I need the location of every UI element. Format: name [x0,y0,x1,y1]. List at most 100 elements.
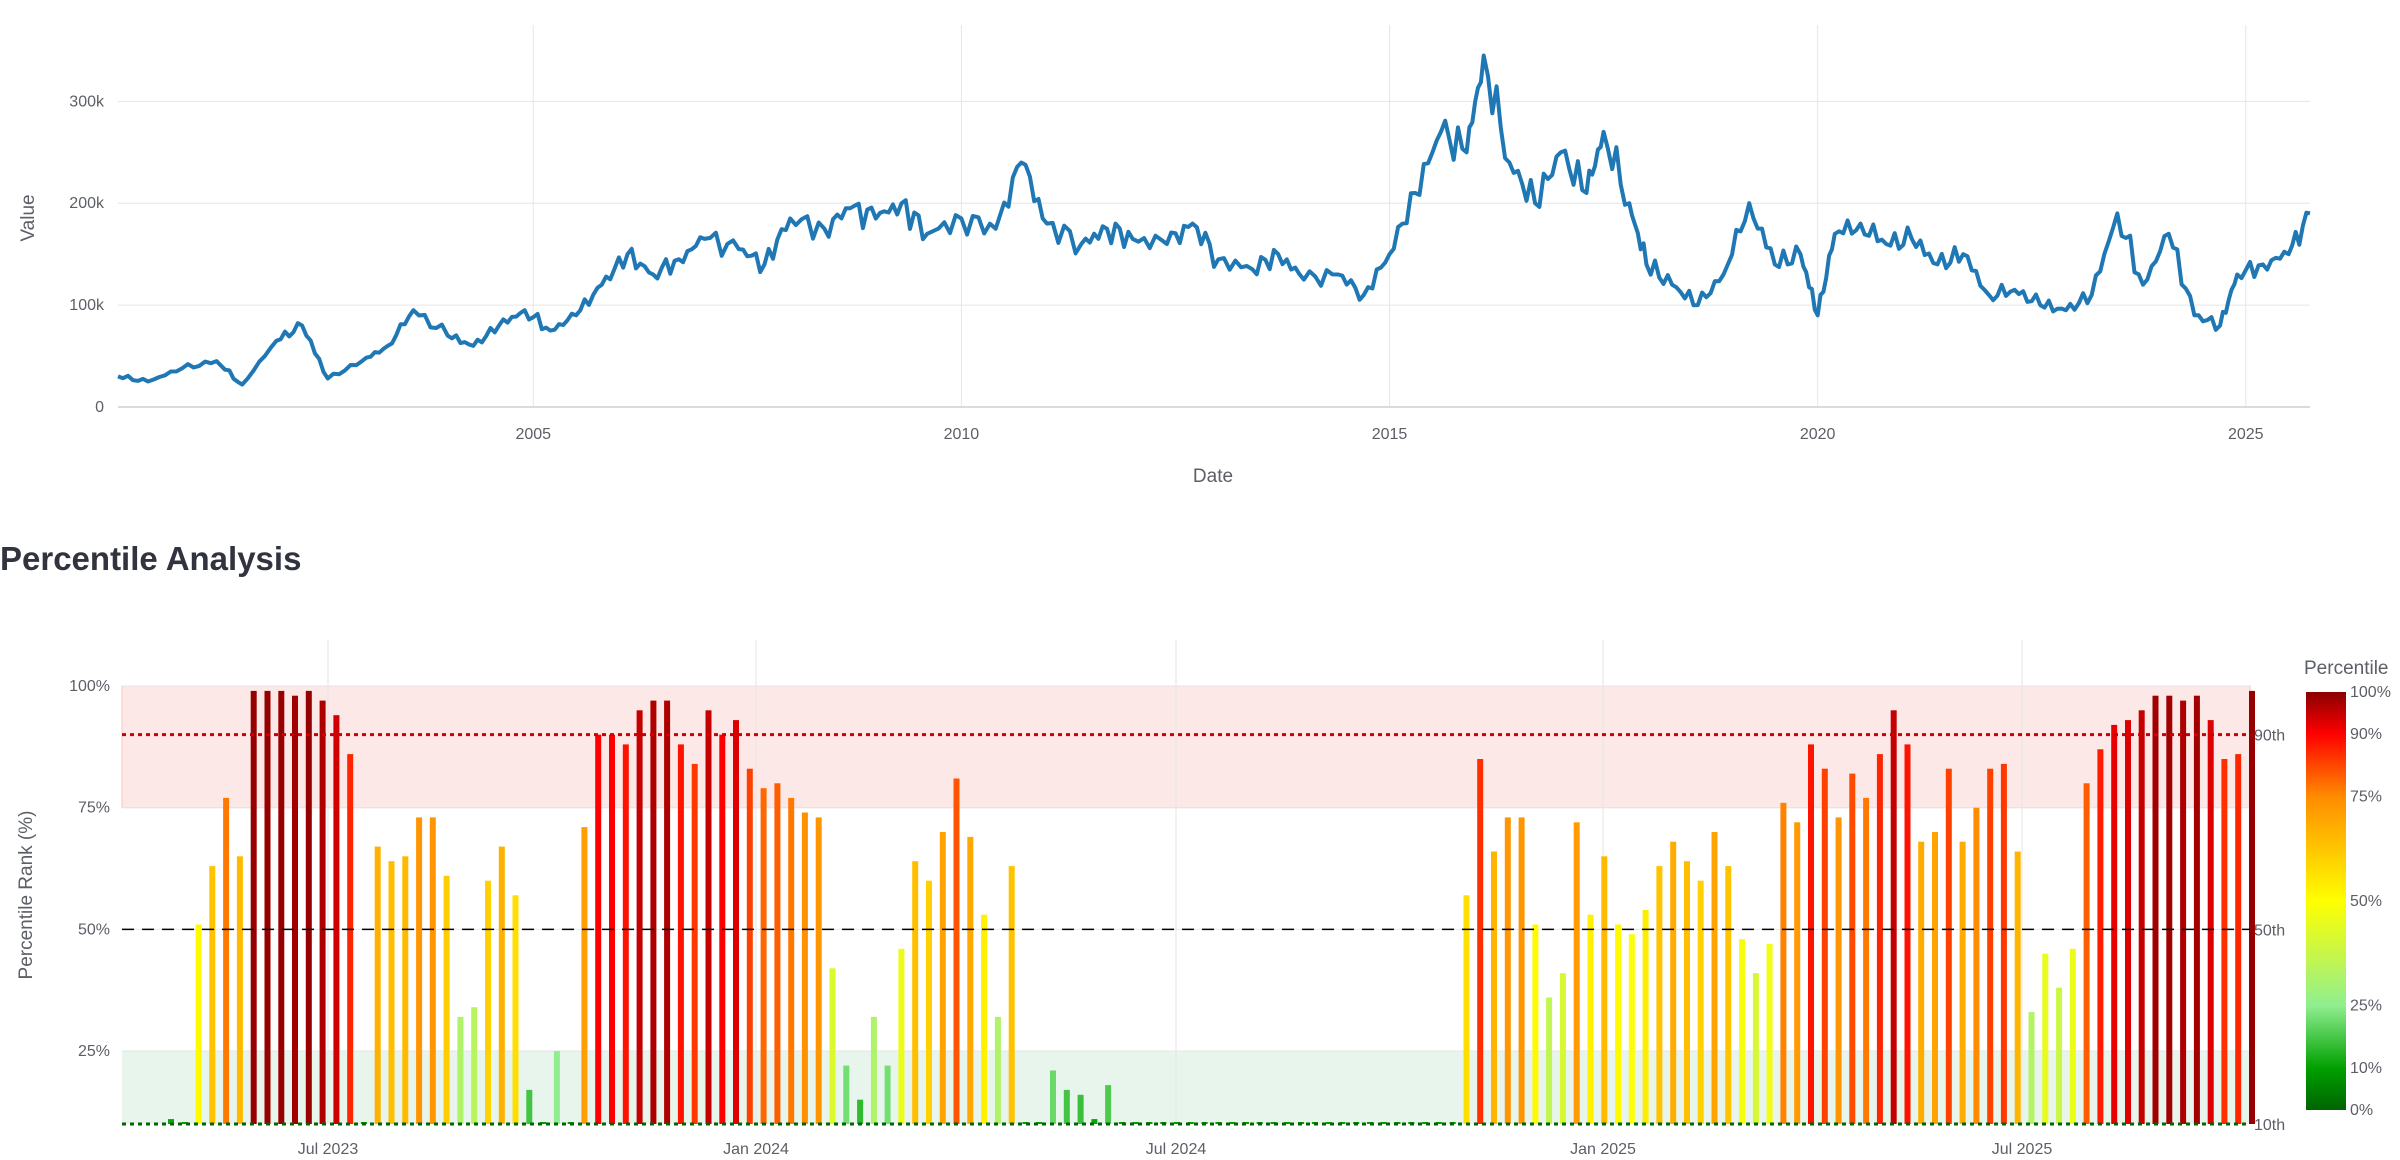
percentile-bar [1904,744,1911,1124]
percentile-bar [953,778,960,1124]
percentile-bar [1229,1122,1236,1124]
percentile-bar [1642,909,1649,1124]
percentile-bar [636,710,643,1124]
percentile-bar [1077,1094,1084,1124]
percentile-bar [168,1119,174,1124]
percentile-bar [1339,1122,1346,1124]
percentile-bar [926,880,932,1124]
percentile-bar [2056,987,2063,1124]
percentile-y-ticks: 25% 50% 75% 100% [69,678,110,1060]
threshold-label: 10th [2254,1117,2285,1134]
colorbar-tick-label: 90% [2350,726,2382,743]
percentile-bar [1780,802,1787,1124]
percentile-bar [292,695,298,1124]
percentile-x-tick-label: Jul 2024 [1146,1141,1207,1158]
line-chart-x-tick-label: 2025 [2228,426,2264,443]
percentile-bar [512,895,519,1124]
percentile-bar [622,744,629,1124]
percentile-bar [1050,1070,1056,1124]
percentile-bar [1091,1119,1098,1124]
percentile-bar [1697,880,1704,1124]
percentile-bar [2249,690,2255,1124]
percentile-bar [664,700,671,1124]
percentile-y-tick-label: 100% [69,678,110,695]
percentile-bar [195,924,202,1124]
line-chart-x-tick-label: 2015 [1372,426,1408,443]
percentile-bar [443,875,450,1124]
percentile-bar [1945,768,1952,1124]
percentile-bar [223,797,230,1124]
percentile-bar [1752,973,1759,1124]
percentile-bar [319,700,326,1124]
percentile-bar [2152,695,2159,1124]
percentile-bar [2042,953,2049,1124]
percentile-bar [1849,773,1856,1124]
percentile-bar [1890,710,1897,1124]
percentile-bar [2138,710,2145,1124]
percentile-bar [1615,924,1622,1124]
colorbar-tick-label: 0% [2350,1102,2373,1119]
percentile-bar [677,744,684,1124]
percentile-bar [898,948,905,1124]
percentile-bar [2180,700,2187,1124]
percentile-bar [1656,866,1663,1124]
percentile-bar [181,1122,188,1124]
percentile-bar [2111,724,2118,1124]
percentile-bar [2207,720,2214,1124]
percentile-bar [857,1099,864,1124]
threshold-label: 90th [2254,728,2285,745]
percentile-bar [2069,948,2076,1124]
percentile-bar [2235,754,2242,1124]
percentile-bar [595,734,602,1124]
percentile-bar [1725,866,1732,1124]
percentile-bar [1794,822,1801,1124]
percentile-bar [1573,822,1580,1124]
percentile-bar [333,715,340,1124]
percentile-bar [1532,924,1539,1124]
threshold-label: 50th [2254,922,2285,939]
colorbar-tick-label: 10% [2350,1060,2382,1077]
percentile-threshold-labels: 90th 50th 10th [2254,728,2285,1134]
percentile-bar [1932,832,1938,1124]
percentile-bar [1973,807,1980,1124]
percentile-bar [733,720,739,1124]
percentile-bar [540,1122,547,1124]
percentile-bar [2125,720,2131,1124]
line-chart-grid [118,25,2310,407]
percentile-bar [1808,744,1814,1124]
percentile-bar [650,700,657,1124]
percentile-bar [1463,895,1470,1124]
percentile-bar [1284,1122,1291,1124]
percentile-bar [457,1016,464,1124]
percentile-bar [1821,768,1828,1124]
percentile-bar [1684,861,1690,1124]
percentile-bar [1270,1122,1277,1124]
line-chart-x-ticks: 2005 2010 2015 2020 2025 [515,426,2263,443]
percentile-bar [526,1089,533,1124]
percentile-bar [760,788,767,1124]
low-percentile-band [122,1051,2250,1124]
percentile-bar [1187,1122,1194,1124]
percentile-bar [884,1065,891,1124]
line-chart-x-tick-label: 2005 [515,426,551,443]
percentile-bar [1063,1089,1070,1124]
percentile-bar [912,861,919,1124]
percentile-bar [746,768,753,1124]
percentile-bar [815,817,822,1124]
percentile-x-ticks: Jul 2023 Jan 2024 Jul 2024 Jan 2025 Jul 2025 [298,1141,2053,1158]
colorbar-tick-label: 100% [2350,684,2391,701]
percentile-bar [1008,866,1015,1124]
percentile-bar [705,710,712,1124]
percentile-bar [402,856,409,1124]
percentile-bar [2083,783,2090,1124]
percentile-bar [2000,763,2007,1124]
percentile-x-tick-label: Jul 2023 [298,1141,359,1158]
percentile-bar [209,866,216,1124]
line-chart-y-tick-label: 0 [95,399,104,416]
percentile-bar [967,836,974,1124]
colorbar-gradient [2306,692,2346,1110]
percentile-y-axis-title: Percentile Rank (%) [16,811,37,980]
percentile-bar [1876,754,1883,1124]
percentile-bar [1380,1122,1387,1124]
